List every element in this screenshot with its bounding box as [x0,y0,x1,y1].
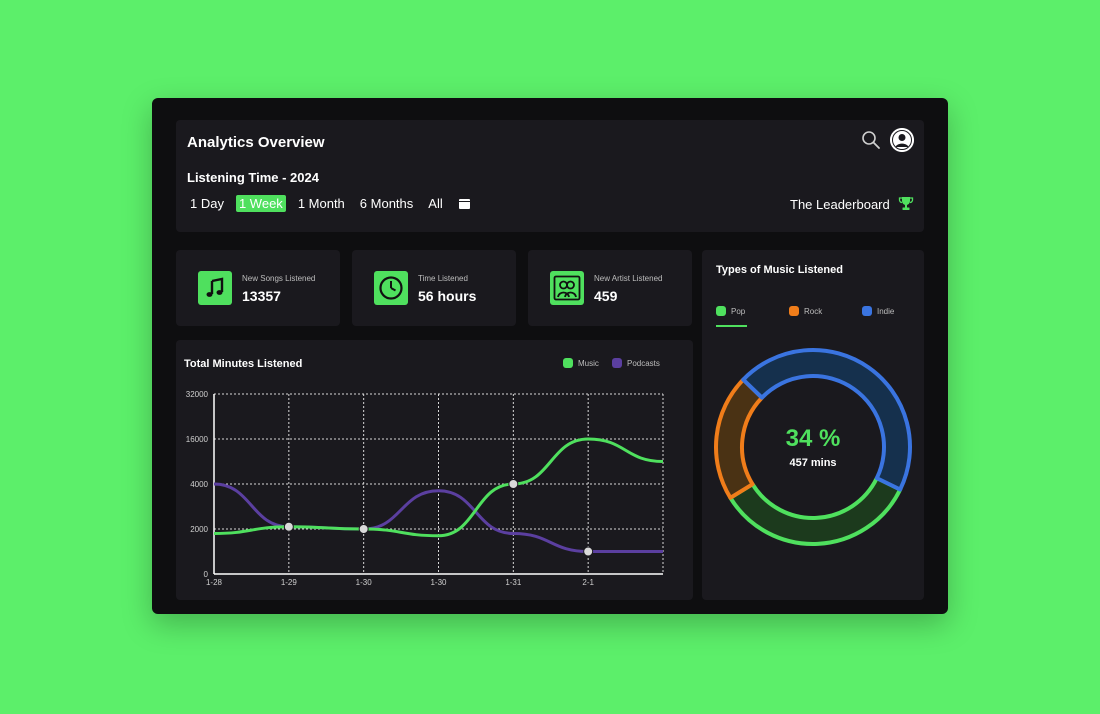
stat-label: Time Listened [418,274,468,283]
range-selector: 1 Day 1 Week 1 Month 6 Months All [187,195,470,212]
chart-title: Total Minutes Listened [184,358,303,370]
stat-value: 13357 [242,288,281,304]
stat-label: New Songs Listened [242,274,316,283]
calendar-icon[interactable] [458,198,470,209]
tab-rock[interactable]: Rock [789,306,822,316]
tab-swatch [716,306,726,316]
line-chart-panel: Total Minutes Listened Music Podcasts 0 2… [176,340,693,600]
range-all[interactable]: All [428,196,443,211]
header-panel: Analytics Overview Listening Time - 2024… [176,120,924,232]
donut-segment-pop [728,476,903,546]
active-tab-indicator [716,325,747,327]
data-point-marker [283,521,294,532]
donut-percent: 34 % [785,425,841,452]
leaderboard-link[interactable]: The Leaderboard [790,196,914,212]
donut-segment-indie [741,348,912,492]
leaderboard-label: The Leaderboard [790,196,890,212]
y-tick-label: 0 [204,570,209,579]
stat-card-songs: New Songs Listened 13357 [176,250,340,326]
data-point-marker [358,524,369,534]
tab-swatch [862,306,872,316]
legend-swatch [563,358,573,368]
tab-indie[interactable]: Indie [862,306,894,316]
range-1-day[interactable]: 1 Day [190,196,224,211]
tab-label: Indie [877,306,895,316]
range-6-months[interactable]: 6 Months [359,196,414,211]
search-icon[interactable] [861,130,881,150]
x-tick-label: 2-1 [582,578,594,587]
trophy-icon [898,197,913,210]
app-window: Analytics Overview Listening Time - 2024… [152,98,948,614]
tab-label: Pop [731,306,746,316]
tab-pop[interactable]: Pop [716,306,745,316]
donut-panel: Types of Music Listened Pop Rock Indie 3… [702,250,924,600]
legend-music[interactable]: Music [563,358,599,368]
donut-minutes: 457 mins [789,457,837,469]
tab-swatch [789,306,799,316]
x-tick-label: 1-31 [505,578,522,587]
range-1-month[interactable]: 1 Month [297,196,345,211]
x-tick-label: 1-28 [206,578,223,587]
stat-card-artists: New Artist Listened 459 [528,250,692,326]
donut-chart [714,348,912,546]
legend-label: Podcasts [627,358,660,368]
avatar[interactable] [890,128,914,152]
y-tick-label: 4000 [190,480,208,489]
data-point-marker [583,546,594,557]
legend-podcasts[interactable]: Podcasts [612,358,660,368]
line-chart: 0 2000 4000 16000 32000 1-28 1-29 1-30 1-30 1-31 2… [186,390,664,587]
section-subtitle: Listening Time - 2024 [187,170,319,185]
y-tick-label: 32000 [186,390,209,399]
stat-card-time: Time Listened 56 hours [352,250,516,326]
data-point-marker [508,479,519,489]
x-tick-label: 1-30 [356,578,373,587]
clock-icon [374,271,408,305]
donut-title: Types of Music Listened [716,264,843,276]
stat-value: 459 [594,288,618,304]
legend-label: Music [578,358,599,368]
stat-label: New Artist Listened [594,274,663,283]
y-tick-label: 2000 [190,525,208,534]
tab-label: Rock [804,306,823,316]
x-tick-label: 1-30 [430,578,447,587]
range-1-week[interactable]: 1 Week [235,195,286,212]
music-note-icon [198,271,232,305]
people-icon [550,271,584,305]
page-title: Analytics Overview [187,134,325,151]
stat-value: 56 hours [418,288,477,304]
y-tick-label: 16000 [186,435,209,444]
legend-swatch [612,358,622,368]
x-tick-label: 1-29 [281,578,298,587]
